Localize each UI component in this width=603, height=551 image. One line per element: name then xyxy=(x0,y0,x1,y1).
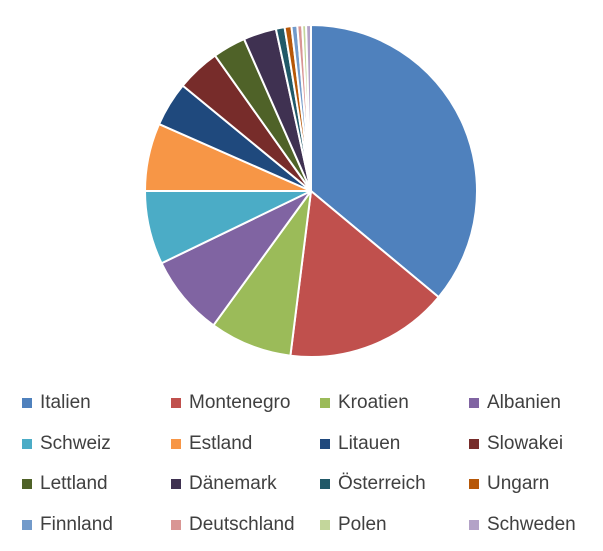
legend-item: Kroatien xyxy=(320,388,409,418)
legend-swatch xyxy=(320,479,330,489)
legend-item: Albanien xyxy=(469,388,561,418)
legend-label: Polen xyxy=(338,513,387,535)
legend-item: Litauen xyxy=(320,429,400,459)
legend-item: Schweiz xyxy=(22,429,111,459)
legend-swatch xyxy=(22,519,32,530)
pie-slice-montenegro xyxy=(289,190,440,359)
legend-label: Slowakei xyxy=(487,432,564,454)
legend-swatch xyxy=(171,438,181,449)
legend-item: Dänemark xyxy=(171,469,277,499)
legend-label: Litauen xyxy=(338,432,401,454)
legend-swatch xyxy=(171,479,181,489)
legend-label: Estland xyxy=(189,432,253,454)
legend-swatch xyxy=(22,438,32,449)
legend-swatch xyxy=(469,438,479,449)
legend-item: Italien xyxy=(22,388,91,418)
legend-item: Deutschland xyxy=(171,510,295,540)
legend-swatch xyxy=(22,479,32,489)
legend-item: Montenegro xyxy=(171,388,290,418)
legend-swatch xyxy=(320,519,330,530)
legend-label: Lettland xyxy=(40,473,108,494)
legend-label: Schweiz xyxy=(40,432,111,454)
legend-label: Schweden xyxy=(487,513,576,535)
legend-item: Estland xyxy=(171,429,252,459)
legend-item: Lettland xyxy=(22,469,108,499)
legend-swatch xyxy=(22,398,32,408)
legend-swatch xyxy=(171,519,181,530)
legend-label: Montenegro xyxy=(189,392,291,413)
legend-label: Kroatien xyxy=(338,392,409,413)
legend-item: Österreich xyxy=(320,469,426,499)
legend-label: Finnland xyxy=(40,513,113,535)
legend-label: Albanien xyxy=(487,392,561,413)
legend-item: Polen xyxy=(320,510,387,540)
legend-label: Italien xyxy=(40,392,91,413)
legend-swatch xyxy=(469,479,479,489)
legend-item: Ungarn xyxy=(469,469,549,499)
legend-label: Österreich xyxy=(338,473,426,494)
legend-swatch xyxy=(469,519,479,530)
legend-item: Slowakei xyxy=(469,429,563,459)
pie-slice-italien xyxy=(310,24,478,299)
pie-slice-schweden xyxy=(305,23,312,192)
legend-item: Finnland xyxy=(22,510,113,540)
legend-swatch xyxy=(320,398,330,408)
legend-swatch xyxy=(469,398,479,408)
legend-label: Deutschland xyxy=(189,513,295,535)
legend-item: Schweden xyxy=(469,510,576,540)
legend-swatch xyxy=(171,398,181,408)
legend-swatch xyxy=(320,438,330,449)
legend-label: Dänemark xyxy=(189,473,277,494)
pie-chart xyxy=(144,23,478,359)
legend-label: Ungarn xyxy=(487,473,550,494)
